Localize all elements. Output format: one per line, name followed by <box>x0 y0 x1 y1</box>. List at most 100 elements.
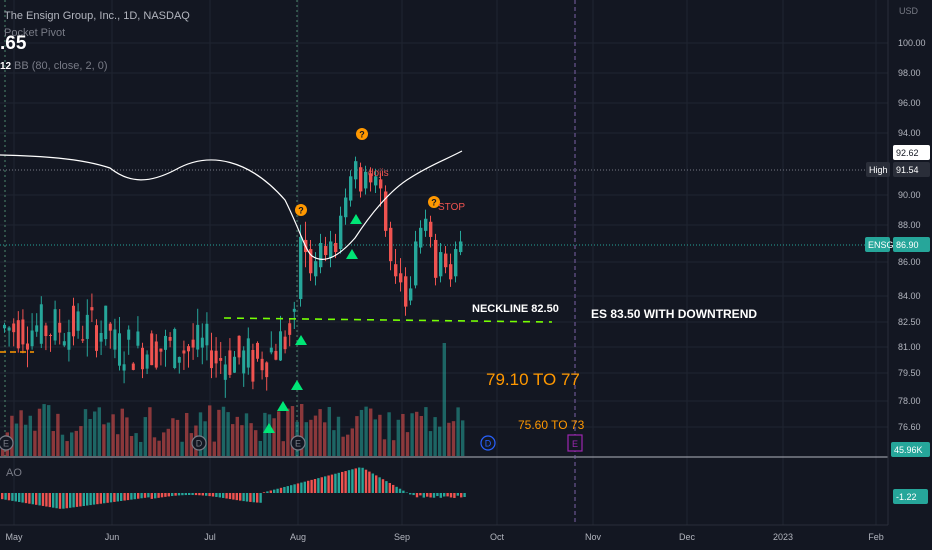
time-tick-label: Oct <box>490 532 505 542</box>
ao-bar <box>208 493 211 497</box>
pocket-pivot-triangle <box>291 380 303 390</box>
ao-bar <box>228 493 232 500</box>
indicator-bb-label[interactable]: BB (80, close, 2, 0) <box>14 60 108 72</box>
volume-bar <box>290 406 295 456</box>
volume-bar <box>350 428 354 456</box>
candle <box>419 227 423 248</box>
ao-bar <box>361 467 364 493</box>
ticker-label-tag <box>865 237 890 252</box>
candle <box>299 236 303 300</box>
volume-bar <box>419 416 423 456</box>
ao-bar <box>456 493 459 496</box>
pocket-pivot-triangle <box>346 249 358 259</box>
ao-bar <box>96 493 99 505</box>
ao-bar <box>432 493 436 498</box>
ao-bar <box>160 493 164 498</box>
ao-bar <box>330 474 334 493</box>
ao-bar <box>7 493 11 501</box>
volume-bar <box>240 425 244 456</box>
ao-bar <box>184 493 187 496</box>
time-axis[interactable]: May Jun Jul Aug Sep Oct Nov Dec 2023 Feb <box>5 532 883 542</box>
time-tick-label: Jul <box>204 532 216 542</box>
candle <box>288 323 292 335</box>
volume-bar <box>327 406 331 456</box>
candle <box>256 342 259 359</box>
indicator-pocket-pivot-label[interactable]: Pocket Pivot <box>4 27 66 39</box>
ao-bar <box>58 493 62 509</box>
price-tick-label: 90.00 <box>898 190 921 200</box>
es-annotation: ES 83.50 WITH DOWNTREND <box>591 307 757 321</box>
chart-annotations[interactable]: ??? dojis STOP NECKLINE 82.50 ES 83.50 WITH … <box>0 128 757 452</box>
candle <box>205 323 209 346</box>
ao-bar <box>86 493 89 506</box>
earnings-marker-future-label: E <box>572 439 578 449</box>
ao-bar <box>313 479 317 493</box>
time-tick-label: Jun <box>105 532 120 542</box>
candle <box>319 242 323 268</box>
candle <box>219 358 223 361</box>
candle <box>168 336 172 341</box>
ao-bar <box>79 493 82 507</box>
question-marker <box>356 128 368 140</box>
ao-bar <box>446 493 449 497</box>
price-axis[interactable]: 100.00 98.00 96.00 94.00 90.00 88.00 86.00 84.0… <box>865 38 930 504</box>
ao-bar <box>147 493 150 498</box>
volume-bar <box>364 406 368 456</box>
candle <box>324 246 328 256</box>
volume-bar <box>313 415 318 456</box>
ao-bar <box>120 493 123 501</box>
candle <box>214 350 218 364</box>
ao-bar <box>62 493 65 509</box>
ao-bar <box>123 493 126 501</box>
dividend-marker-future <box>480 435 496 451</box>
volume-bar <box>304 422 308 456</box>
volume-bar <box>415 411 419 456</box>
candlesticks[interactable] <box>3 156 463 398</box>
symbol-title[interactable]: The Ensign Group, Inc., 1D, NASDAQ <box>4 10 190 22</box>
price-tick-label: 98.00 <box>898 68 921 78</box>
question-mark-text: ? <box>431 198 437 208</box>
ao-bar <box>99 493 102 504</box>
ao-bar <box>436 493 439 497</box>
ao-bar <box>52 493 55 508</box>
candle <box>210 350 213 369</box>
price-change-readout: 12 <box>0 61 12 72</box>
ao-bar <box>38 493 41 506</box>
ao-bar <box>41 493 45 506</box>
ticker-value-tag <box>893 237 930 252</box>
ao-bar <box>242 493 245 502</box>
time-tick-label: Dec <box>679 532 696 542</box>
ao-bar <box>371 473 374 493</box>
candle <box>279 331 282 361</box>
volume-bar <box>461 420 465 456</box>
dojis-annotation: dojis <box>368 168 389 179</box>
ao-bar <box>232 493 235 500</box>
candle <box>145 354 149 369</box>
volume-bar <box>235 416 239 456</box>
candle <box>200 337 204 348</box>
ao-bar <box>143 493 147 498</box>
ao-indicator-label[interactable]: AO <box>6 467 22 479</box>
volume-bar <box>180 441 184 456</box>
candle <box>187 346 190 352</box>
volume-value-tag-text: 45.96K <box>894 445 923 455</box>
volume-bar <box>65 441 69 456</box>
ao-bar <box>150 493 153 499</box>
ao-bar <box>215 493 218 497</box>
ao-bar <box>463 493 466 498</box>
chart-grid <box>0 0 889 526</box>
ao-bar <box>75 493 79 507</box>
ao-bar <box>453 493 456 498</box>
ao-bar <box>55 493 58 509</box>
candle <box>136 331 140 346</box>
volume-bar <box>286 408 290 456</box>
candle <box>414 241 418 286</box>
ao-bar <box>252 493 255 503</box>
volume-bar <box>102 424 106 456</box>
bollinger-band-line <box>0 150 463 260</box>
candle <box>233 356 236 373</box>
ao-bar <box>174 493 177 496</box>
ao-bar <box>283 486 286 493</box>
ao-bar <box>239 493 242 501</box>
